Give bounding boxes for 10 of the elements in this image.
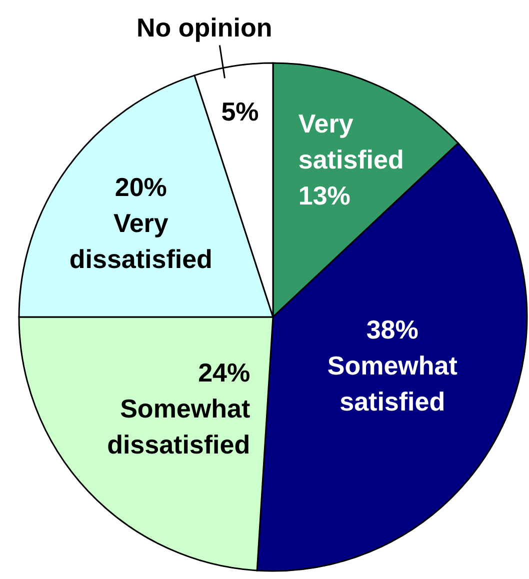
data-label: 5% [221, 96, 259, 126]
data-label: 24% [198, 357, 250, 388]
slice-label: Very satisfied [298, 108, 404, 175]
data-label: 38% [366, 314, 418, 344]
slice-label: Somewhat satisfied [327, 350, 458, 416]
slice-label: Somewhat dissatisfied [107, 393, 250, 460]
data-label: 13% [298, 180, 350, 211]
data-label: 20% [114, 172, 167, 202]
slice-label: No opinion [136, 12, 272, 42]
slice-label: Very dissatisfied [69, 208, 212, 274]
